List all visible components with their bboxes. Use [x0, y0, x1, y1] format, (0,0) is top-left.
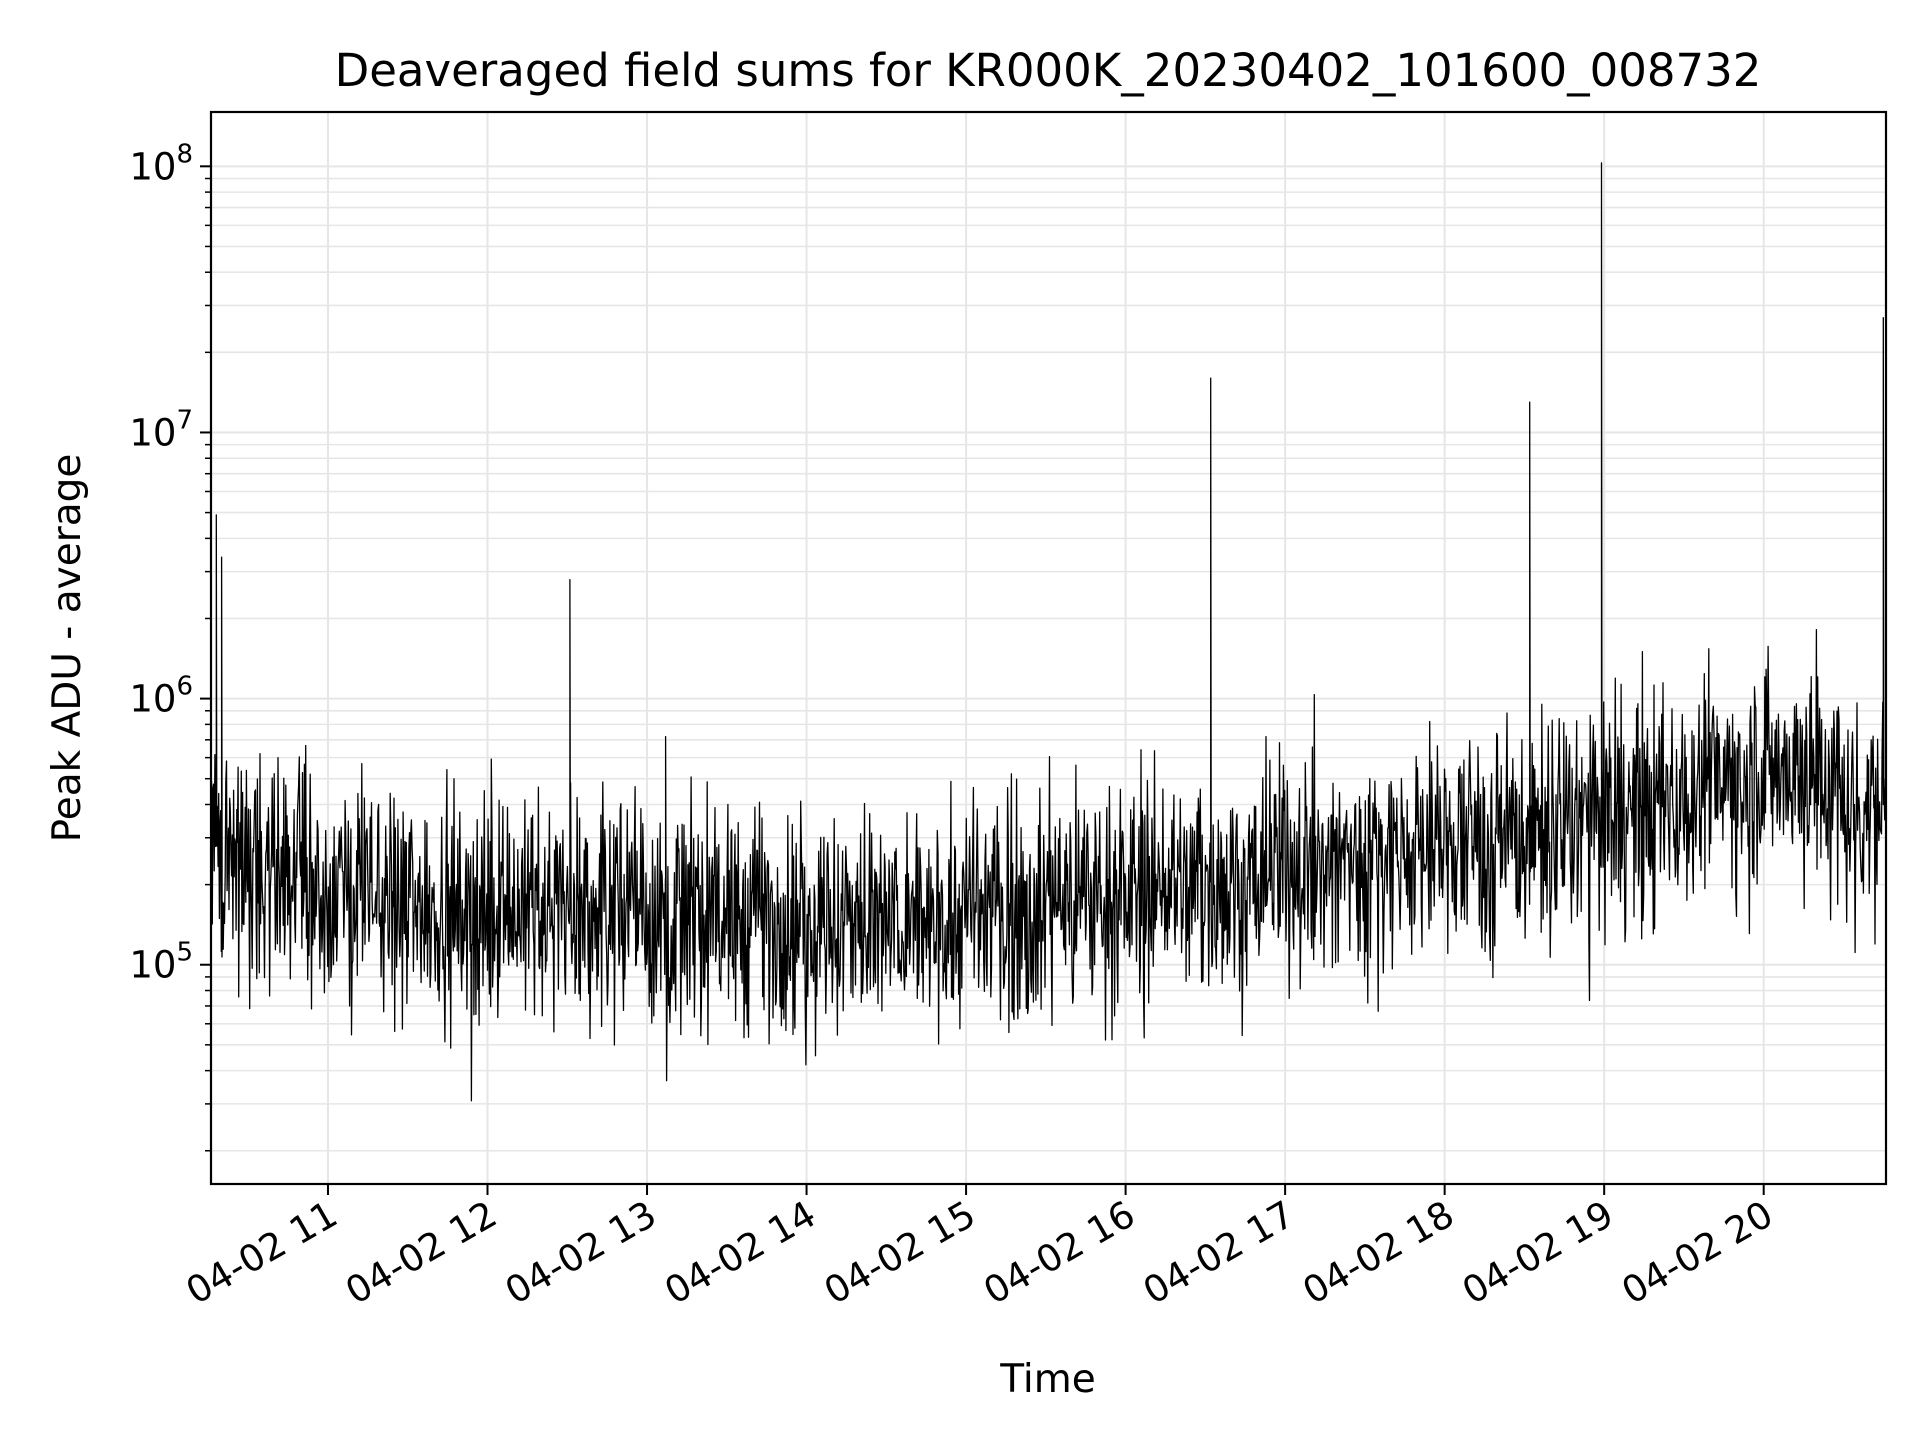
y-tick-label-base: 10 [129, 944, 176, 987]
y-tick-label-exponent: 5 [176, 938, 193, 968]
y-tick-label: 106 [129, 672, 193, 721]
y-tick-label: 108 [129, 139, 193, 188]
y-tick-label-base: 10 [129, 678, 176, 721]
y-tick-label-exponent: 8 [176, 139, 193, 169]
y-tick-label-base: 10 [129, 145, 176, 188]
series-line [210, 162, 1887, 1102]
x-axis-label: Time [999, 1357, 1095, 1402]
series-layer [210, 162, 1887, 1102]
y-tick-label: 105 [129, 938, 193, 987]
chart-title: Deaveraged field sums for KR000K_2023040… [335, 44, 1762, 97]
y-tick-label-exponent: 7 [176, 405, 193, 435]
y-tick-label-base: 10 [129, 411, 176, 454]
y-tick-label-exponent: 6 [176, 672, 193, 702]
y-axis-label: Peak ADU - average [45, 454, 90, 843]
y-tick-label: 107 [129, 405, 193, 454]
plot-frame [209, 110, 1888, 1186]
